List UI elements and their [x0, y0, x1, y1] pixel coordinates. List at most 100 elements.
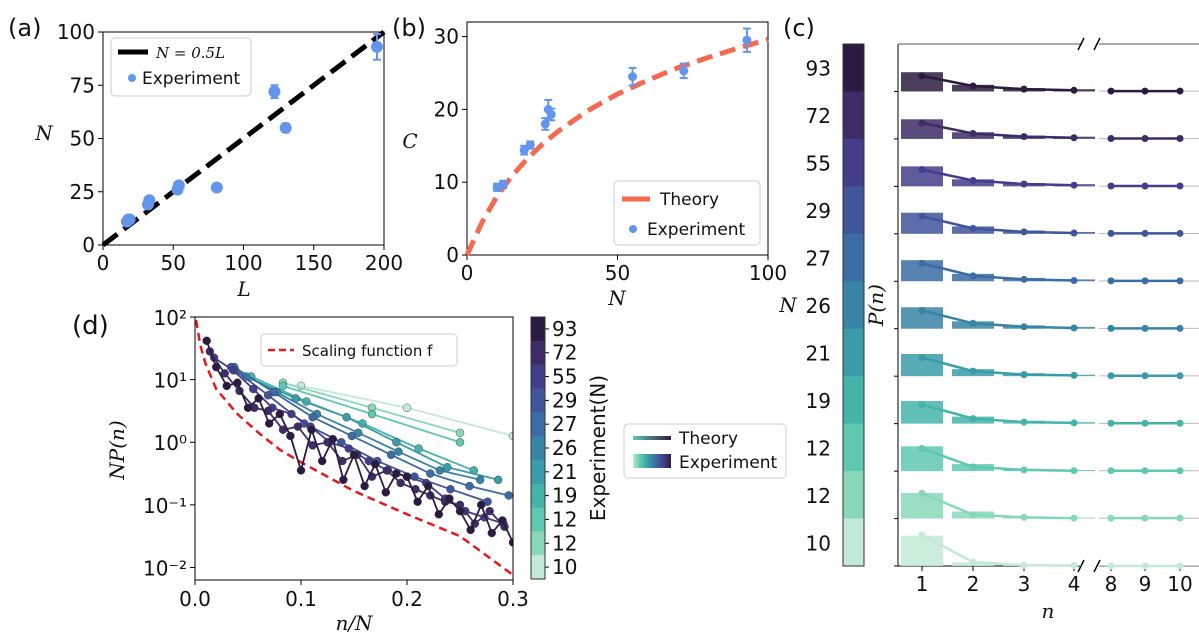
y-axis-label-a: N — [34, 121, 54, 145]
experiment-point — [455, 428, 465, 438]
y-tick-label-a: 0 — [82, 233, 95, 257]
theory-line — [921, 74, 1075, 92]
experiment-point — [360, 481, 369, 491]
row-label-N: 21 — [806, 341, 831, 365]
theory-line — [921, 492, 1075, 520]
experiment-point — [394, 447, 403, 456]
y-tick-label-a: 50 — [70, 127, 95, 151]
legend-label: Experiment — [142, 69, 241, 89]
colorbar-tick-label-d: 27 — [552, 412, 577, 436]
colorbar-segment-d — [531, 507, 545, 532]
legend-label: Scaling function f — [302, 342, 433, 360]
x-axis-label-d: n/N — [335, 611, 374, 633]
theory-point — [918, 119, 926, 127]
experiment-point — [508, 431, 513, 441]
experiment-point — [413, 497, 422, 506]
colorbar-segment-c — [843, 91, 864, 140]
theory-point — [918, 401, 926, 409]
experiment-point — [504, 491, 513, 500]
data-point — [123, 213, 136, 226]
data-point — [546, 109, 556, 119]
experiment-point — [347, 431, 357, 441]
y-axis-label-b: C — [402, 129, 417, 153]
experiment-point — [382, 466, 392, 475]
colorbar-segment-d — [531, 317, 545, 342]
theory-curve — [464, 37, 769, 257]
theory-point — [1070, 467, 1078, 475]
theory-point — [1141, 324, 1149, 332]
theory-point — [1070, 324, 1078, 332]
colorbar-segment-c — [843, 233, 864, 282]
colorbar-tick-label-d: 26 — [552, 436, 577, 460]
colorbar-segment-c — [843, 138, 864, 187]
experiment-point — [233, 378, 242, 387]
theory-point — [969, 367, 977, 375]
theory-point — [1141, 562, 1149, 570]
theory-point — [1107, 87, 1115, 95]
theory-line — [921, 215, 1075, 235]
theory-point — [1176, 419, 1184, 427]
axis-break-mark — [1093, 559, 1101, 573]
experiment-point — [477, 500, 486, 510]
x-tick-label-c: 3 — [1018, 572, 1031, 596]
x-tick-label-a: 200 — [365, 251, 403, 275]
experiment-point — [254, 394, 263, 403]
experiment-point — [465, 481, 474, 491]
theory-point — [969, 224, 977, 232]
row-label-N: 55 — [806, 152, 831, 176]
theory-point — [969, 319, 977, 327]
theory-point — [1070, 514, 1078, 522]
experiment-point — [318, 456, 327, 466]
theory-line — [921, 168, 1075, 187]
experiment-point — [445, 494, 454, 503]
experiment-point — [426, 469, 435, 478]
experiment-point — [455, 506, 465, 516]
experiment-point — [342, 412, 351, 422]
theory-point — [918, 354, 926, 362]
row-label-N: 12 — [806, 484, 831, 508]
theory-point — [1176, 514, 1184, 522]
experiment-point — [371, 459, 380, 469]
theory-point — [1070, 229, 1078, 237]
theory-point — [1176, 135, 1184, 143]
x-tick-label-c: 9 — [1139, 572, 1152, 596]
x-tick-label-c: 2 — [967, 572, 980, 596]
experiment-point — [293, 422, 303, 431]
legend-label: N = 0.5L — [155, 44, 225, 62]
theory-point — [1020, 228, 1028, 236]
theory-point — [1141, 182, 1149, 190]
theory-line — [921, 403, 1075, 425]
row-label-N: 12 — [806, 436, 831, 460]
theory-line — [921, 121, 1075, 139]
row-axis-label: N — [778, 293, 798, 317]
theory-line — [921, 309, 1075, 330]
experiment-point — [202, 336, 211, 345]
legend-marker — [629, 225, 637, 233]
theory-point — [1107, 467, 1115, 475]
theory-point — [1020, 418, 1028, 426]
x-tick-label-b: 50 — [605, 261, 630, 285]
experiment-point — [424, 481, 433, 491]
theory-point — [1020, 180, 1028, 188]
colorbar-segment-d — [531, 531, 545, 556]
legend-experiment-sample — [633, 454, 671, 468]
colorbar-label-d: Experiment(N) — [586, 375, 610, 521]
colorbar-segment-d — [531, 388, 545, 413]
theory-point — [969, 463, 977, 471]
theory-point — [1176, 324, 1184, 332]
x-tick-label-a: 50 — [161, 251, 186, 275]
data-point — [628, 72, 638, 82]
colorbar-segment-c — [843, 376, 864, 425]
experiment-point — [211, 362, 221, 372]
theory-point — [1141, 277, 1149, 285]
theory-point — [1107, 277, 1115, 285]
theory-point — [1070, 371, 1078, 379]
x-tick-label-c: 4 — [1068, 572, 1081, 596]
experiment-point — [381, 488, 390, 497]
legend-label: Experiment — [647, 220, 746, 240]
experiment-series-line — [245, 375, 499, 481]
colorbar-tick-label-d: 55 — [552, 365, 577, 389]
row-label-N: 72 — [806, 104, 831, 128]
theory-point — [1020, 466, 1028, 474]
